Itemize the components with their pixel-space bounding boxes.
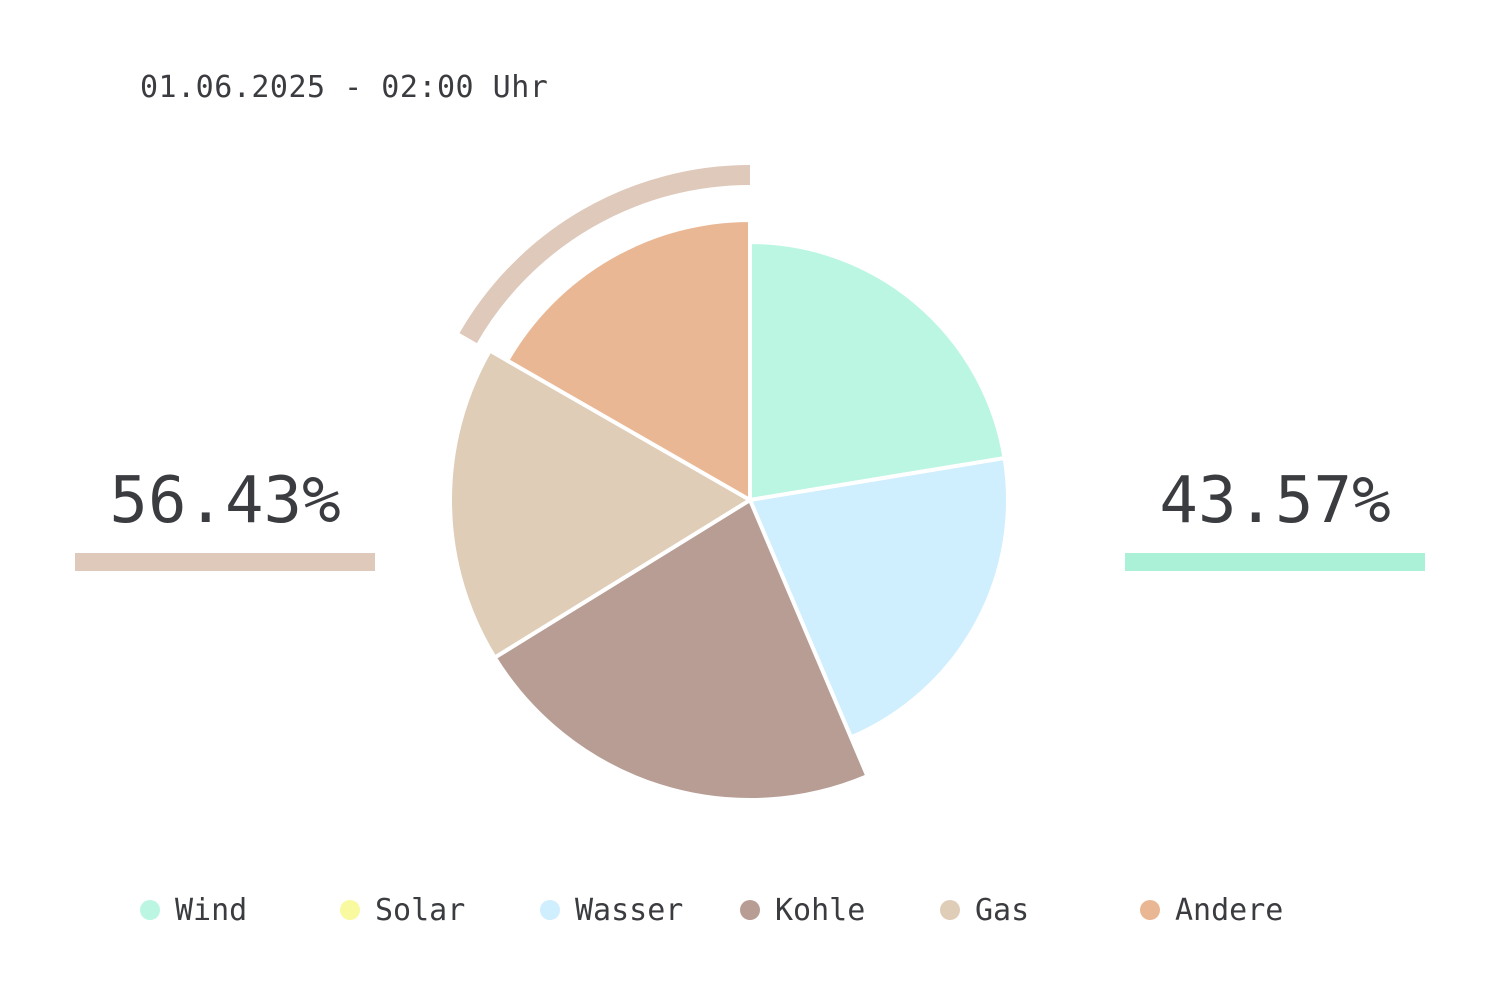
legend-dot-gas: [940, 900, 960, 920]
left-percentage: 56.43%: [109, 464, 341, 538]
right-summary: 43.57%: [1125, 465, 1425, 571]
left-summary: 56.43%: [75, 465, 375, 571]
right-percentage: 43.57%: [1159, 464, 1391, 538]
legend-label: Wind: [175, 892, 248, 928]
legend-item-kohle[interactable]: Kohle: [740, 890, 865, 930]
legend-label: Kohle: [775, 892, 866, 928]
highlight-arc-layer: [459, 165, 751, 344]
pie-slice-wind[interactable]: [748, 240, 1007, 502]
legend-label: Andere: [1175, 892, 1284, 928]
legend-item-wasser[interactable]: Wasser: [540, 890, 683, 930]
legend-item-andere[interactable]: Andere: [1140, 890, 1283, 930]
legend-dot-wind: [140, 900, 160, 920]
pie-slice-kohle[interactable]: [492, 498, 870, 802]
pie-slice-gas[interactable]: [448, 348, 752, 660]
legend-label: Gas: [975, 892, 1030, 928]
legend-item-wind[interactable]: Wind: [140, 890, 247, 930]
pie-slices: [448, 218, 1010, 802]
left-percentage-bar: [75, 553, 375, 571]
right-percentage-bar: [1125, 553, 1425, 571]
chart-datetime: 01.06.2025 - 02:00 Uhr: [140, 70, 549, 105]
pie-slice-wasser[interactable]: [748, 456, 1010, 740]
legend-dot-wasser: [540, 900, 560, 920]
highlight-arc: [459, 165, 751, 344]
legend-dot-andere: [1140, 900, 1160, 920]
legend-dot-solar: [340, 900, 360, 920]
pie-slice-andere[interactable]: [505, 218, 752, 502]
legend-label: Solar: [375, 892, 466, 928]
legend-item-gas[interactable]: Gas: [940, 890, 1029, 930]
legend-item-solar[interactable]: Solar: [340, 890, 465, 930]
legend-label: Wasser: [575, 892, 684, 928]
legend-dot-kohle: [740, 900, 760, 920]
